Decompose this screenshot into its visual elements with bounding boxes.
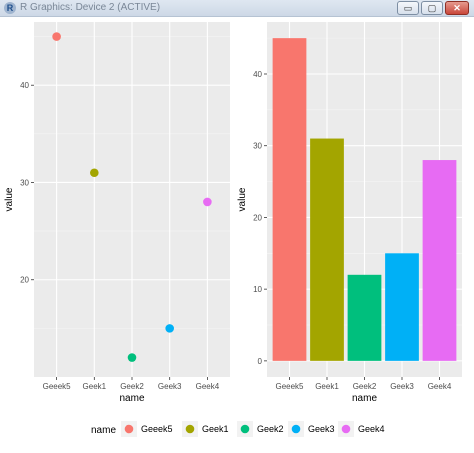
y-axis-title: value [237,187,248,211]
y-tick-label: 40 [20,81,29,90]
legend-label-geek2: Geek2 [257,424,284,434]
x-axis-title: name [119,393,144,404]
legend-key-geeek5 [124,424,134,434]
legend-label-geek1: Geek1 [202,424,229,434]
bar-geeek5 [272,38,307,361]
x-tick-label: Geeek5 [43,382,72,391]
bar-geek2 [347,274,382,361]
legend-title: name [91,425,116,436]
x-tick-label: Geek3 [158,382,182,391]
scatter-point-geeek5 [52,32,61,41]
legend-key-geek1 [185,424,195,434]
x-tick-label: Geek1 [315,382,339,391]
bar-geek3 [385,253,419,361]
window-titlebar: R R Graphics: Device 2 (ACTIVE) ▭ ▢ ✕ [0,0,474,17]
legend-label-geek3: Geek3 [308,424,335,434]
y-axis-title: value [4,187,15,211]
y-tick-label: 30 [253,142,262,151]
y-tick-label: 20 [253,213,262,222]
legend-key-geek3 [291,424,301,434]
legend-key-geek2 [240,424,250,434]
bar-geek4 [422,160,457,361]
x-tick-label: Geek4 [196,382,220,391]
scatter-point-geek3 [165,324,174,333]
y-tick-label: 10 [253,285,262,294]
x-tick-label: Geek4 [428,382,452,391]
legend-label-geek4: Geek4 [358,424,385,434]
legend-key-geek4 [341,424,351,434]
y-tick-label: 30 [20,178,29,187]
minimize-button[interactable]: ▭ [397,1,419,15]
window-title: R Graphics: Device 2 (ACTIVE) [20,2,161,13]
restore-button[interactable]: ▢ [421,1,443,15]
x-tick-label: Geek2 [120,382,144,391]
x-tick-label: Geek1 [83,382,107,391]
close-button[interactable]: ✕ [445,1,469,15]
x-tick-label: Geek3 [390,382,414,391]
legend-label-geeek5: Geeek5 [141,424,173,434]
x-tick-label: Geeek5 [275,382,304,391]
bar-geek1 [310,138,344,361]
x-axis-title: name [352,393,377,404]
y-tick-label: 40 [253,70,262,79]
y-tick-label: 20 [20,276,29,285]
scatter-point-geek2 [127,353,137,362]
scatter-point-geek1 [90,168,99,178]
scatter-point-geek4 [203,197,212,207]
r-logo-icon: R [4,2,16,14]
x-tick-label: Geek2 [353,382,377,391]
y-tick-label: 0 [258,357,263,366]
